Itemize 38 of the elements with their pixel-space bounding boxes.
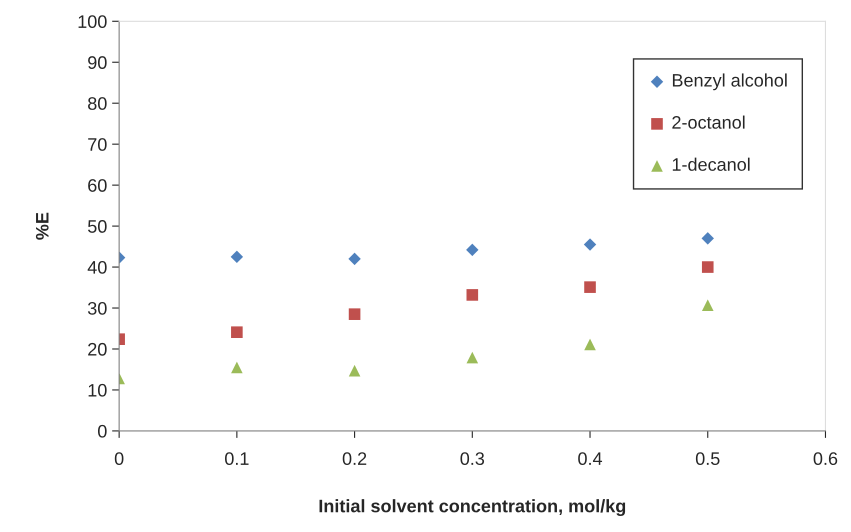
legend-label: Benzyl alcohol — [672, 73, 787, 90]
point — [702, 299, 714, 311]
x-axis-title: Initial solvent concentration, mol/kg — [320, 499, 626, 516]
x-tick-label: 0.5 — [696, 452, 720, 466]
y-tick-label: 50 — [88, 220, 107, 233]
point — [584, 281, 596, 293]
x-tick-label: 0.6 — [814, 452, 838, 466]
y-tick-label: 100 — [78, 15, 107, 28]
y-tick-label: 40 — [88, 261, 107, 274]
x-tick-label: 0 — [114, 452, 124, 466]
y-tick-label: 80 — [88, 97, 107, 110]
point — [231, 326, 243, 338]
x-tick-label: 0.4 — [578, 452, 602, 466]
point — [231, 362, 243, 374]
point — [584, 238, 596, 251]
point — [348, 252, 361, 266]
point — [348, 364, 360, 377]
point — [466, 289, 478, 301]
x-tick-label: 0.2 — [342, 452, 366, 466]
y-tick-label: 0 — [98, 424, 107, 438]
point — [702, 261, 714, 273]
point — [348, 308, 360, 320]
x-tick-label: 0.3 — [460, 452, 484, 466]
point — [584, 338, 596, 350]
x-tick-label: 0.1 — [225, 452, 249, 466]
point — [466, 352, 478, 364]
y-tick-label: 90 — [88, 56, 107, 69]
legend-label: 1-decanol — [672, 158, 750, 171]
point — [466, 244, 479, 256]
legend-label: 2-octanol — [672, 116, 745, 129]
y-tick-label: 10 — [88, 384, 107, 397]
point — [230, 250, 244, 264]
y-axis-title: %E — [36, 212, 49, 240]
y-tick-label: 60 — [88, 179, 107, 192]
y-tick-label: 70 — [88, 138, 107, 151]
y-tick-label: 30 — [88, 302, 107, 315]
y-tick-label: 20 — [88, 342, 107, 356]
point — [702, 232, 714, 245]
